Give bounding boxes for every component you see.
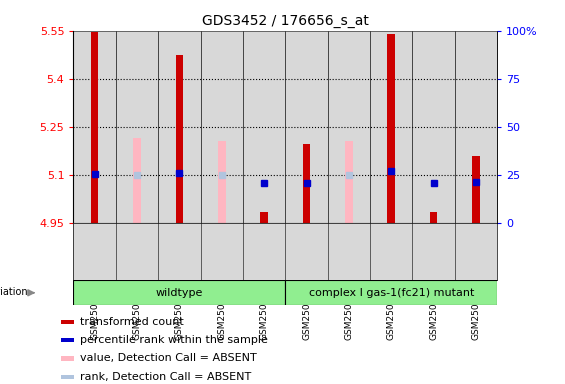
- Bar: [201, 31, 243, 223]
- FancyBboxPatch shape: [285, 280, 497, 305]
- FancyBboxPatch shape: [73, 280, 285, 305]
- Text: genotype/variation: genotype/variation: [0, 286, 28, 296]
- Bar: [285, 31, 328, 223]
- Text: complex I gas-1(fc21) mutant: complex I gas-1(fc21) mutant: [308, 288, 474, 298]
- Bar: [345, 141, 353, 223]
- Bar: [370, 31, 412, 223]
- Bar: [388, 34, 395, 223]
- Bar: [430, 212, 437, 223]
- Bar: [303, 144, 310, 223]
- Bar: [243, 31, 285, 223]
- Bar: [328, 31, 370, 223]
- Text: percentile rank within the sample: percentile rank within the sample: [80, 335, 268, 345]
- Bar: [472, 156, 480, 223]
- Text: value, Detection Call = ABSENT: value, Detection Call = ABSENT: [80, 353, 257, 364]
- Bar: [455, 31, 497, 223]
- Bar: [133, 138, 141, 223]
- Bar: [62, 356, 74, 361]
- Bar: [73, 31, 116, 223]
- Bar: [116, 31, 158, 223]
- Text: transformed count: transformed count: [80, 317, 184, 327]
- Bar: [91, 32, 98, 223]
- Bar: [412, 31, 455, 223]
- Text: rank, Detection Call = ABSENT: rank, Detection Call = ABSENT: [80, 372, 251, 382]
- Bar: [62, 320, 74, 324]
- Bar: [62, 374, 74, 379]
- Bar: [176, 55, 183, 223]
- Bar: [260, 212, 268, 223]
- Title: GDS3452 / 176656_s_at: GDS3452 / 176656_s_at: [202, 14, 369, 28]
- Bar: [158, 31, 201, 223]
- Text: wildtype: wildtype: [156, 288, 203, 298]
- Bar: [218, 141, 225, 223]
- Bar: [62, 338, 74, 343]
